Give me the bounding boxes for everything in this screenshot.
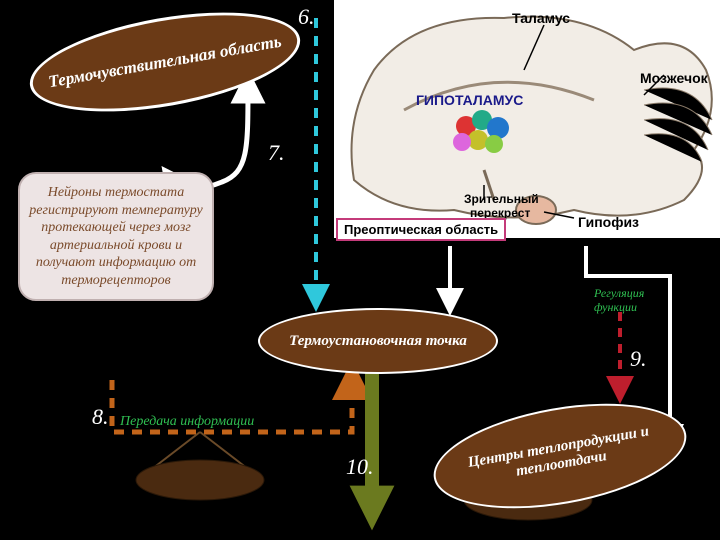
num-9: 9. [630,346,647,372]
label-cerebellum: Мозжечок [640,70,708,86]
label-info-transfer: Передача информации [120,414,254,430]
hypothalamus-blobs [453,110,509,153]
num-7: 7. [268,140,285,166]
num-8: 8. [92,404,109,430]
label-thalamus: Таламус [512,10,570,26]
num-6: 6. [298,4,315,30]
label-chiasm1: Зрительный [464,192,539,206]
label-preoptic: Преоптическая область [336,218,506,241]
label-regulation-2: функции [594,300,637,315]
oval-setpoint: Термоустановочная точка [258,308,498,374]
label-hypophysis: Гипофиз [578,214,639,230]
label-regulation-1: Регуляция [594,286,644,301]
label-hypothalamus: ГИПОТАЛАМУС [416,92,523,108]
textbox-neurons: Нейроны термостата регистрируют температ… [18,172,214,301]
num-10: 10. [346,454,374,480]
scale-left-pan [136,460,264,500]
